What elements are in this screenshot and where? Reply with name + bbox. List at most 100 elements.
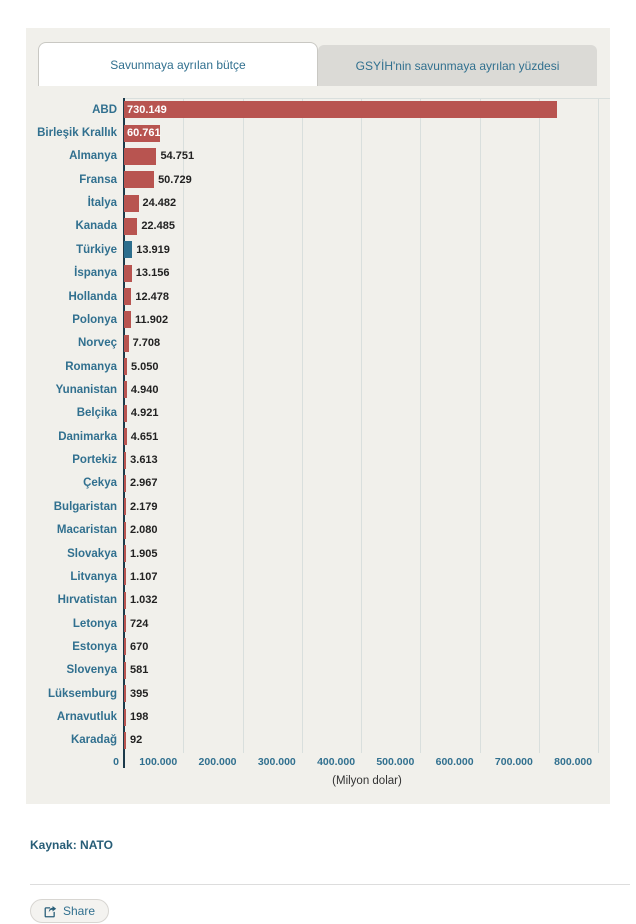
value-label: 11.902 [135,313,169,326]
bar-cell: 1.107 [124,568,610,586]
footer-divider [30,884,630,885]
bar-cell: 2.080 [124,521,610,539]
bar-row: Almanya 54.751 [26,145,610,168]
value-label: 4.940 [130,383,159,396]
country-label: Belçika [76,407,117,420]
bar[interactable]: 724 [124,615,148,633]
x-tick-label: 700.000 [494,756,533,768]
value-label: 3.613 [130,454,158,467]
bar[interactable]: 7.708 [124,334,160,352]
bar-cell: 7.708 [124,334,610,352]
bar-row: İspanya 13.156 [26,262,610,285]
share-button[interactable]: Share [30,899,110,923]
value-label: 22.485 [141,220,175,233]
tab-defense-budget-label: Savunmaya ayrılan bütçe [110,57,246,72]
bar-row: Slovakya 1.905 [26,542,610,565]
bar-row: Çekya 2.967 [26,472,610,495]
country-label: Romanya [65,360,117,373]
value-label: 724 [130,617,149,630]
bar-cell: 24.482 [124,194,610,212]
x-tick-label: 100.000 [139,756,178,768]
bar-cell: 395 [124,685,610,703]
country-label: Macaristan [56,524,117,537]
bar-row: Hollanda 12.478 [26,285,610,308]
bar-row: Portekiz 3.613 [26,448,610,471]
bar-row: Litvanya 1.107 [26,565,610,588]
x-tick-label: 300.000 [257,756,296,768]
country-label: Karadağ [70,734,117,747]
value-label: 50.729 [158,173,192,186]
bar-row: ABD 730.149 [26,98,610,121]
country-label: Fransa [79,173,117,186]
bar-row: Macaristan 2.080 [26,518,610,541]
bar-row: Norveç 7.708 [26,332,610,355]
bar[interactable]: 60.761 [124,124,161,142]
bar-row: Letonya 724 [26,612,610,635]
bar-cell: 4.921 [124,404,610,422]
bar-cell: 13.919 [124,241,610,259]
gridline [301,99,303,753]
x-tick-label: 200.000 [198,756,237,768]
bar-row: Hırvatistan 1.032 [26,589,610,612]
bar[interactable]: 730.149 [124,101,557,119]
x-tick-label: 600.000 [435,756,474,768]
bar[interactable]: 13.156 [124,264,169,282]
bar-cell: 724 [124,615,610,633]
bar[interactable]: 3.613 [124,451,158,469]
bar[interactable]: 395 [124,685,148,703]
x-tick-label: 800.000 [554,756,593,768]
tab-defense-budget[interactable]: Savunmaya ayrılan bütçe [38,42,318,86]
bar[interactable]: 2.967 [124,474,158,492]
bar-row: Romanya 5.050 [26,355,610,378]
x-tick-layer: 0 100.000 200.000 300.000 400.000 500.000 600.… [113,754,610,772]
value-label: 2.179 [130,500,158,513]
country-label: Yunanistan [55,383,117,396]
bar[interactable]: 2.179 [124,498,158,516]
value-label: 395 [130,687,149,700]
bar[interactable]: 4.921 [124,404,158,422]
country-label: Arnavutluk [56,711,117,724]
bar[interactable]: 4.651 [124,428,158,446]
bar[interactable]: 24.482 [124,194,176,212]
bar[interactable]: 92 [124,731,142,749]
bar[interactable]: 1.107 [124,568,158,586]
tab-gdp-percentage[interactable]: GSYİH'nin savunmaya ayrılan yüzdesi [318,45,597,86]
bar-cell: 670 [124,638,610,656]
value-label: 7.708 [132,337,161,350]
bar[interactable]: 22.485 [124,217,175,235]
value-label: 54.751 [160,150,195,163]
bar-cell: 92 [124,731,610,749]
bar[interactable]: 2.080 [124,521,158,539]
bar[interactable]: 11.902 [124,311,168,329]
chart-panel: Savunmaya ayrılan bütçe GSYİH'nin savunm… [26,28,610,804]
bar-row: Danimarka 4.651 [26,425,610,448]
bar[interactable]: 1.032 [124,591,158,609]
bar-row: Türkiye 13.919 [26,238,610,261]
bar[interactable]: 54.751 [124,147,194,165]
bar[interactable]: 5.050 [124,358,159,376]
bar[interactable]: 198 [124,708,148,726]
gridline [598,99,600,753]
bar-cell: 22.485 [124,217,610,235]
bar[interactable]: 581 [124,661,148,679]
bar-row: Belçika 4.921 [26,402,610,425]
bar[interactable]: 12.478 [124,288,169,306]
country-label: Portekiz [72,454,117,467]
bar-row: Lüksemburg 395 [26,682,610,705]
value-label: 1.905 [130,547,158,560]
x-tick-label: 0 [113,756,119,768]
x-axis-title: (Milyon dolar) [332,775,402,787]
value-label: 24.482 [142,197,177,210]
bar[interactable]: 1.905 [124,545,158,562]
value-label: 5.050 [130,360,159,373]
bar[interactable]: 4.940 [124,381,158,399]
value-label: 2.967 [130,477,158,490]
bar[interactable]: 670 [124,638,148,656]
bar[interactable]: 50.729 [124,171,192,189]
value-label: 12.478 [135,290,170,303]
country-label: Kanada [75,220,117,233]
value-label: 13.156 [135,267,170,280]
country-label: Çekya [83,477,117,490]
bar-highlighted[interactable]: 13.919 [124,241,170,259]
